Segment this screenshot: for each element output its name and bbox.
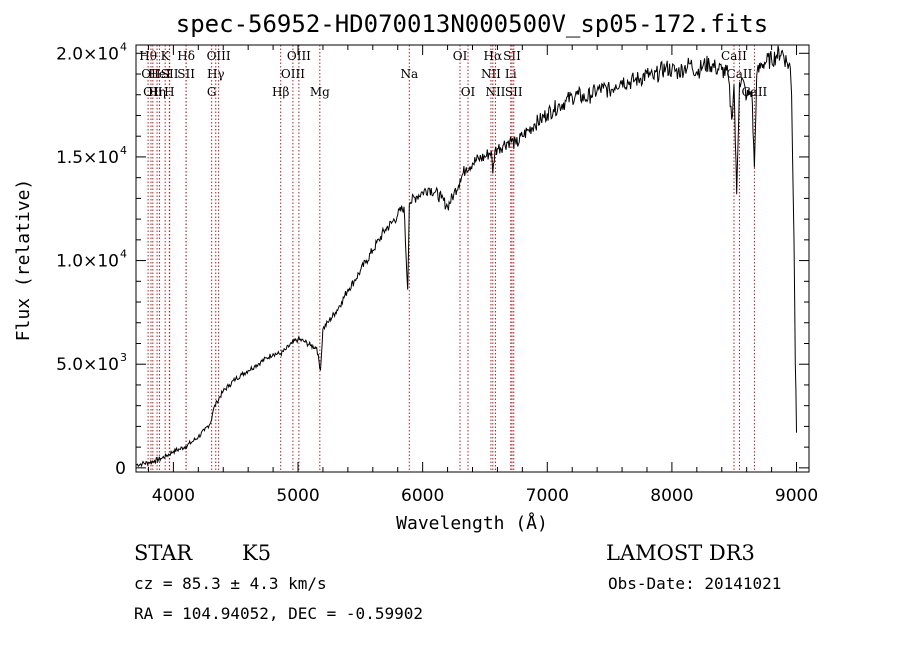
x-tick-label: 4000 [152, 486, 195, 506]
chart-title: spec-56952-HD070013N000500V_sp05-172.fit… [176, 10, 768, 38]
line-label: SII [177, 67, 195, 81]
line-label: OI [461, 85, 476, 99]
y-tick-label: 0 [115, 459, 126, 479]
line-label: OIII [281, 67, 305, 81]
line-label: NII [485, 85, 505, 99]
line-label: K [161, 49, 171, 63]
line-label: OII [141, 67, 161, 81]
y-tick-label: 1.5×10 [56, 148, 119, 168]
line-label: OIII [287, 49, 311, 63]
line-label: OI [453, 49, 468, 63]
line-label: SII [503, 49, 521, 63]
line-label: Hη [148, 85, 166, 99]
y-axis-label: Flux (relative) [13, 179, 34, 342]
y-tick-exponent: 4 [120, 144, 127, 157]
line-label: CaII [741, 85, 767, 99]
line-label: OIII [207, 49, 231, 63]
object-subclass: K5 [242, 541, 271, 565]
line-label: NII [481, 67, 501, 81]
y-tick-exponent: 4 [120, 40, 127, 53]
y-tick-exponent: 4 [120, 248, 127, 261]
x-tick-label: 6000 [401, 486, 444, 506]
line-label: G [207, 85, 217, 99]
spectrum-line [136, 45, 797, 468]
redshift-info: cz = 85.3 ± 4.3 km/s [134, 574, 327, 593]
line-label: Na [400, 67, 418, 81]
line-label: Mg [310, 85, 330, 99]
y-axis-ticks: 05.0×10 31.0×10 41.5×10 42.0×10 4 [56, 40, 809, 479]
plot-frame [135, 44, 810, 473]
line-label: OII [143, 85, 163, 99]
line-label: Hγ [207, 67, 225, 81]
line-label: Hα [484, 49, 503, 63]
x-tick-label: 5000 [276, 486, 319, 506]
x-tick-label: 8000 [650, 486, 693, 506]
line-label: SII [161, 67, 179, 81]
y-tick-label: 5.0×10 [56, 355, 119, 375]
x-tick-label: 9000 [775, 486, 818, 506]
survey-name: LAMOST DR3 [606, 541, 755, 565]
line-label: SII [505, 85, 523, 99]
line-label: Hβ [272, 85, 289, 99]
line-label: Li [505, 67, 517, 81]
object-class: STAR [134, 541, 193, 565]
line-label: CaII [727, 67, 753, 81]
x-axis-ticks: 4000 5000 6000 7000 8000 9000 [147, 45, 818, 506]
x-axis-label: Wavelength (Å) [396, 512, 548, 534]
line-label: Hθ [139, 49, 157, 63]
observation-date: Obs-Date: 20141021 [608, 574, 781, 593]
y-tick-label: 1.0×10 [56, 252, 119, 272]
coordinates: RA = 104.94052, DEC = -0.59902 [134, 604, 423, 623]
spectral-line-markers: HθOIIOIIHeIHηKHSIIHδSIIHγOIIIGHβOIIIOIII… [139, 45, 768, 472]
x-tick-label: 7000 [526, 486, 569, 506]
y-tick-exponent: 3 [120, 351, 127, 364]
y-tick-label: 2.0×10 [56, 44, 119, 64]
line-label: CaII [721, 49, 747, 63]
